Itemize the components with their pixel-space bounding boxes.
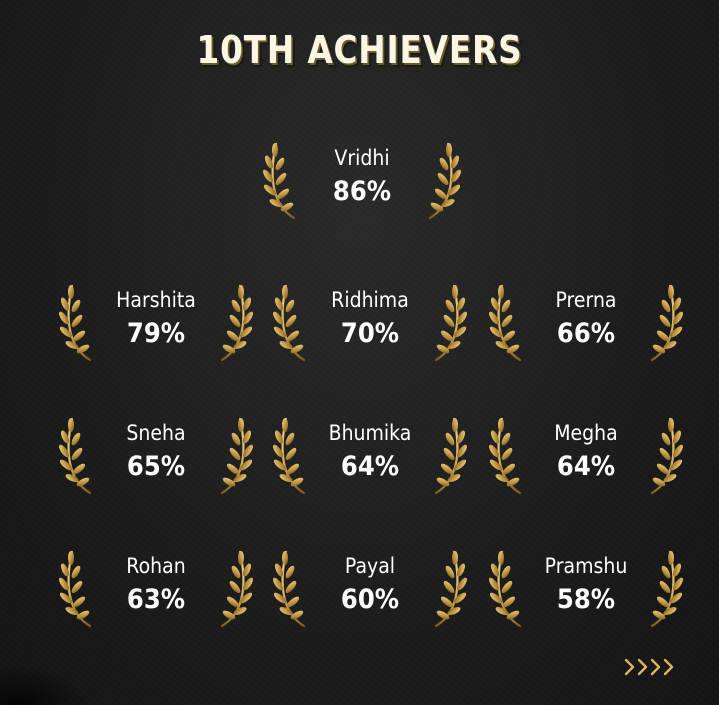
achiever-card: Harshita 79% — [56, 282, 256, 362]
laurel-wreath-icon — [56, 416, 92, 495]
laurel-wreath-icon — [56, 549, 92, 628]
achiever-name: Harshita — [116, 288, 196, 312]
achiever-score: 64% — [556, 451, 616, 482]
laurel-wreath-icon — [220, 283, 256, 362]
laurel-wreath-icon — [270, 283, 306, 362]
laurel-wreath-icon — [428, 141, 464, 220]
achiever-name: Prerna — [555, 288, 617, 312]
achiever-name: Megha — [554, 421, 618, 445]
achiever-score: 66% — [556, 318, 616, 349]
achiever-card: Pramshu 58% — [486, 548, 686, 628]
achiever-card: Rohan 63% — [56, 548, 256, 628]
achiever-score: 63% — [126, 584, 186, 615]
achiever-name: Sneha — [126, 421, 186, 445]
laurel-wreath-icon — [220, 549, 256, 628]
achiever-name: Pramshu — [544, 554, 628, 578]
achiever-score: 86% — [332, 176, 392, 207]
laurel-wreath-icon — [434, 549, 470, 628]
laurel-wreath-icon — [650, 549, 686, 628]
laurel-wreath-icon — [434, 283, 470, 362]
achiever-name: Bhumika — [328, 421, 412, 445]
achiever-score: 79% — [126, 318, 186, 349]
achiever-card: Megha 64% — [486, 415, 686, 495]
laurel-wreath-icon — [486, 549, 522, 628]
achiever-name: Payal — [344, 554, 396, 578]
achiever-card: Ridhima 70% — [270, 282, 470, 362]
laurel-wreath-icon — [56, 283, 92, 362]
achiever-name: Vridhi — [334, 146, 390, 170]
achiever-score: 58% — [556, 584, 616, 615]
laurel-wreath-icon — [650, 283, 686, 362]
achiever-card: Payal 60% — [270, 548, 470, 628]
laurel-wreath-icon — [270, 416, 306, 495]
achiever-card: Bhumika 64% — [270, 415, 470, 495]
laurel-wreath-icon — [434, 416, 470, 495]
laurel-wreath-icon — [270, 549, 306, 628]
achiever-card-top: Vridhi 86% — [260, 140, 464, 220]
laurel-wreath-icon — [650, 416, 686, 495]
achiever-score: 70% — [340, 318, 400, 349]
laurel-wreath-icon — [220, 416, 256, 495]
corner-shadow — [0, 665, 90, 705]
achiever-card: Sneha 65% — [56, 415, 256, 495]
laurel-wreath-icon — [486, 283, 522, 362]
achiever-score: 65% — [126, 451, 186, 482]
poster-title: 10TH ACHIEVERS — [196, 28, 523, 72]
achiever-name: Ridhima — [331, 288, 409, 312]
chevrons-right-icon[interactable] — [622, 656, 682, 678]
laurel-wreath-icon — [260, 141, 296, 220]
achiever-score: 60% — [340, 584, 400, 615]
achiever-name: Rohan — [126, 554, 186, 578]
achiever-score: 64% — [340, 451, 400, 482]
achiever-card: Prerna 66% — [486, 282, 686, 362]
laurel-wreath-icon — [486, 416, 522, 495]
